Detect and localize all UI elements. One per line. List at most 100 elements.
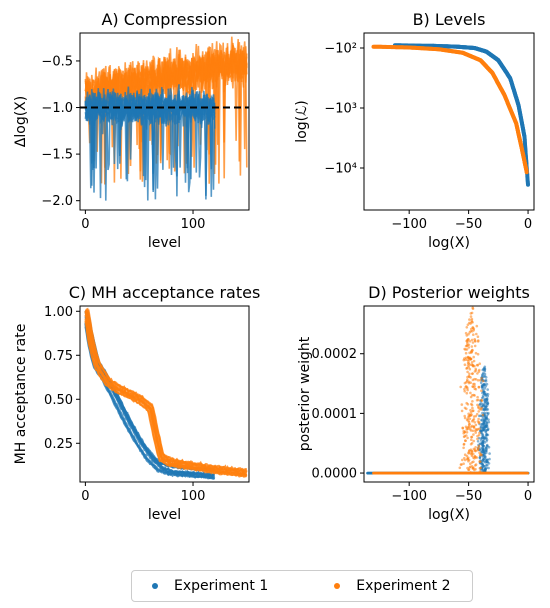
weight-point	[460, 409, 464, 413]
weight-point	[486, 388, 490, 391]
weight-point	[458, 466, 462, 470]
legend: Experiment 1 Experiment 2	[131, 570, 473, 602]
weight-point	[485, 411, 489, 415]
weight-point	[460, 403, 464, 406]
weight-point	[481, 468, 485, 472]
plot-area	[80, 36, 249, 201]
weight-point	[474, 340, 477, 343]
weight-point	[467, 346, 471, 349]
weight-point	[480, 419, 484, 422]
weight-point	[475, 324, 479, 328]
weight-point	[486, 404, 489, 407]
weight-point	[468, 331, 472, 334]
weight-point	[463, 414, 467, 418]
weight-point	[481, 373, 484, 377]
weight-point	[480, 377, 484, 380]
acceptance-series-line	[84, 311, 247, 477]
weight-point	[488, 457, 491, 461]
weight-point	[484, 405, 488, 409]
weight-point	[474, 428, 478, 431]
weight-point	[473, 387, 477, 391]
weight-point	[487, 445, 491, 449]
weight-point	[471, 406, 474, 410]
legend-marker-exp2	[334, 583, 341, 589]
weight-point	[464, 356, 468, 360]
panel-title: B) Levels	[413, 10, 486, 29]
weight-point	[482, 390, 486, 393]
weight-point	[464, 351, 468, 355]
weight-point	[473, 344, 477, 348]
weight-point	[463, 416, 467, 420]
y-axis-label: MH acceptance rate	[13, 324, 29, 465]
weight-point	[468, 367, 472, 371]
weight-point	[463, 381, 467, 385]
weight-point	[478, 470, 482, 473]
y-tick-label: 0.75	[44, 349, 73, 364]
weight-point	[471, 400, 474, 403]
weight-point	[483, 436, 486, 440]
y-tick-label: −1.0	[41, 101, 73, 116]
weight-point	[482, 444, 485, 448]
panel-a: A) Compression 0 100 −2.0 −1.5 −1.0 −0.5 level Δ…	[13, 10, 250, 251]
weight-point	[469, 315, 473, 318]
weight-point	[471, 307, 475, 311]
weight-point	[471, 363, 475, 367]
weight-point	[470, 345, 474, 348]
weight-point	[470, 317, 474, 321]
x-tick-label: −50	[455, 489, 482, 504]
weight-point	[466, 370, 469, 374]
weight-point	[477, 410, 481, 413]
weight-point	[483, 369, 487, 373]
weight-point	[482, 455, 485, 459]
weight-point	[478, 431, 481, 435]
compression-series-line	[84, 41, 248, 184]
weight-point	[468, 375, 471, 379]
legend-label-exp1: Experiment 1	[174, 578, 269, 594]
weight-point	[472, 456, 475, 459]
weight-point	[486, 464, 489, 467]
weight-point	[464, 331, 468, 335]
weight-point	[485, 382, 489, 386]
weight-point	[484, 455, 487, 458]
weight-point	[482, 385, 485, 388]
weight-point	[487, 418, 490, 422]
weight-point	[480, 396, 484, 400]
plot-area	[366, 306, 530, 475]
weight-point	[483, 392, 486, 395]
weight-point	[469, 408, 472, 412]
weight-point	[475, 412, 479, 416]
weight-point	[484, 376, 488, 379]
weight-point	[470, 449, 474, 453]
weight-point	[478, 427, 481, 431]
weight-point	[468, 321, 471, 325]
x-tick-label: −100	[391, 217, 427, 232]
weight-point	[484, 460, 488, 463]
weight-point	[476, 437, 479, 441]
panel-d: D) Posterior weights −100 −50 0 0.0000 0.0001…	[297, 283, 535, 523]
weight-point	[482, 403, 486, 406]
weight-point	[467, 380, 471, 384]
weight-point	[477, 446, 480, 450]
panel-b: B) Levels −100 −50 0 −10² −10³ −10⁴ log(X) log(ℒ…	[294, 10, 535, 251]
weight-point	[477, 385, 481, 389]
weight-point	[462, 446, 465, 450]
weight-point	[465, 431, 469, 434]
weight-point	[478, 460, 481, 463]
weight-point	[469, 391, 472, 395]
weight-point	[469, 462, 472, 466]
weight-point	[466, 417, 470, 421]
weight-point	[471, 341, 475, 344]
weight-point	[482, 383, 486, 386]
weight-point	[476, 420, 480, 423]
legend-marker-exp1	[152, 583, 158, 589]
weight-point	[484, 378, 488, 382]
weight-point	[459, 463, 463, 466]
y-tick-label: −2.0	[41, 194, 73, 209]
weight-point	[478, 466, 482, 470]
weight-point	[476, 352, 480, 356]
weight-point	[483, 419, 486, 423]
legend-label-exp2: Experiment 2	[356, 578, 451, 594]
x-tick-label: 0	[524, 489, 532, 504]
x-tick-label: 0	[524, 217, 532, 232]
acceptance-series-line	[85, 309, 248, 474]
